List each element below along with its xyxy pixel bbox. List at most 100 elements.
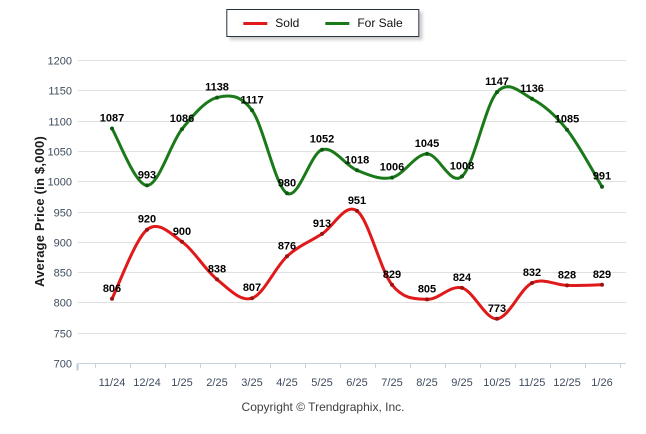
legend-swatch-for-sale-line bbox=[325, 21, 350, 25]
x-axis-labels: 11/24 12/24 1/25 2/25 3/25 4/25 5/25 6/25 7/25 8/… bbox=[99, 377, 613, 389]
data-point-label-for-sale: 1087 bbox=[100, 113, 124, 125]
x-tick-label: 2/25 bbox=[206, 377, 227, 389]
data-point-sold bbox=[390, 282, 394, 287]
x-tick-label: 1/25 bbox=[171, 377, 192, 389]
data-point-label-sold: 832 bbox=[523, 267, 541, 279]
data-point-label-for-sale: 980 bbox=[278, 177, 296, 189]
data-point-for-sale bbox=[460, 174, 464, 179]
series-labels-sold: 806 920 900 838 807 876 913 951 829 805 824 773 832 8… bbox=[103, 195, 611, 315]
data-point-for-sale bbox=[390, 175, 394, 180]
y-tick-label: 750 bbox=[54, 329, 72, 341]
data-point-for-sale bbox=[600, 184, 604, 189]
x-tick-label: 4/25 bbox=[276, 377, 297, 389]
data-point-label-for-sale: 993 bbox=[138, 169, 156, 181]
y-tick-label: 800 bbox=[54, 298, 72, 310]
y-tick-label: 1000 bbox=[48, 177, 72, 189]
data-point-label-sold: 900 bbox=[173, 226, 191, 238]
data-point-sold bbox=[285, 254, 289, 259]
x-tick-label: 8/25 bbox=[416, 377, 437, 389]
data-point-label-sold: 951 bbox=[348, 195, 366, 207]
data-point-sold bbox=[145, 227, 149, 232]
data-point-sold bbox=[320, 231, 324, 236]
data-point-for-sale bbox=[320, 147, 324, 152]
copyright-text: Copyright © Trendgraphix, Inc. bbox=[241, 400, 405, 414]
data-point-sold bbox=[355, 208, 359, 213]
data-point-label-for-sale: 1136 bbox=[520, 83, 544, 95]
data-point-sold bbox=[250, 296, 254, 301]
data-point-sold bbox=[180, 239, 184, 244]
data-point-label-sold: 828 bbox=[558, 269, 576, 281]
x-tick-label: 6/25 bbox=[346, 377, 367, 389]
data-point-label-sold: 829 bbox=[383, 269, 401, 281]
y-axis-title: Average Price (in $,000) bbox=[31, 135, 47, 288]
data-point-label-for-sale: 1138 bbox=[205, 82, 229, 94]
legend-swatch-sold-line bbox=[243, 21, 268, 25]
x-tick-label: 5/25 bbox=[311, 377, 332, 389]
data-point-label-sold: 913 bbox=[313, 218, 331, 230]
data-point-sold bbox=[565, 283, 569, 288]
data-point-sold bbox=[110, 296, 114, 301]
data-point-for-sale bbox=[180, 127, 184, 132]
legend-label-for-sale: For Sale bbox=[357, 16, 403, 30]
y-axis-title-wrap: Average Price (in $,000) bbox=[24, 60, 54, 363]
x-tick-label: 1/26 bbox=[591, 377, 612, 389]
data-point-for-sale bbox=[425, 151, 429, 156]
y-tick-label: 1050 bbox=[48, 147, 72, 159]
data-point-label-for-sale: 1117 bbox=[240, 94, 263, 106]
data-point-label-for-sale: 1052 bbox=[310, 134, 334, 146]
legend-item-for-sale: For Sale bbox=[325, 16, 403, 30]
data-point-label-sold: 920 bbox=[138, 214, 156, 226]
y-tick-label: 850 bbox=[54, 268, 72, 280]
series-line-for-sale bbox=[110, 85, 604, 196]
data-point-label-for-sale: 1008 bbox=[450, 160, 474, 172]
data-point-label-sold: 805 bbox=[418, 283, 436, 295]
legend-label-sold: Sold bbox=[275, 16, 300, 30]
y-tick-label: 900 bbox=[54, 238, 72, 250]
series-for-sale bbox=[110, 85, 604, 196]
data-point-for-sale bbox=[110, 126, 114, 131]
series-labels-for-sale: 1087 993 1086 1138 1117 980 1052 1018 1006 1045 10… bbox=[100, 76, 611, 189]
y-axis-labels: 700 750 800 850 900 950 1000 1050 1100 1150 1200 bbox=[48, 56, 72, 371]
y-tick-label: 1200 bbox=[48, 56, 72, 68]
data-point-label-for-sale: 1086 bbox=[170, 113, 194, 125]
x-axis bbox=[76, 363, 626, 371]
x-tick-label: 11/25 bbox=[519, 377, 546, 389]
data-point-for-sale bbox=[250, 108, 254, 113]
gridlines bbox=[78, 60, 626, 364]
data-point-sold bbox=[600, 282, 604, 287]
x-tick-label: 9/25 bbox=[451, 377, 472, 389]
x-tick-label: 3/25 bbox=[241, 377, 262, 389]
y-tick-label: 1150 bbox=[48, 86, 72, 98]
data-point-label-sold: 773 bbox=[488, 303, 506, 315]
x-tick-label: 11/24 bbox=[99, 377, 126, 389]
x-tick-label: 7/25 bbox=[381, 377, 402, 389]
data-point-label-for-sale: 1006 bbox=[380, 162, 404, 174]
data-point-label-for-sale: 1018 bbox=[345, 154, 369, 166]
x-tick-label: 12/25 bbox=[553, 377, 581, 389]
data-point-for-sale bbox=[565, 127, 569, 132]
data-point-sold bbox=[460, 285, 464, 290]
data-point-sold bbox=[495, 316, 499, 321]
data-point-sold bbox=[425, 297, 429, 302]
data-point-for-sale bbox=[530, 96, 534, 101]
data-point-sold bbox=[530, 281, 534, 285]
y-tick-label: 950 bbox=[54, 208, 72, 220]
data-point-label-for-sale: 1045 bbox=[415, 138, 439, 150]
y-tick-label: 700 bbox=[54, 359, 72, 371]
data-point-for-sale bbox=[215, 95, 219, 100]
data-point-label-for-sale: 1085 bbox=[555, 114, 579, 126]
data-point-label-sold: 824 bbox=[453, 272, 472, 284]
legend-item-sold: Sold bbox=[243, 16, 299, 30]
x-tick-label: 12/24 bbox=[133, 377, 161, 389]
data-point-label-sold: 876 bbox=[278, 240, 296, 252]
legend: Sold For Sale bbox=[226, 9, 420, 37]
series-sold bbox=[110, 207, 604, 321]
data-point-for-sale bbox=[355, 168, 359, 173]
data-point-for-sale bbox=[285, 191, 289, 196]
data-point-for-sale bbox=[495, 90, 499, 95]
data-point-for-sale bbox=[145, 183, 149, 188]
data-point-label-sold: 829 bbox=[593, 269, 611, 281]
x-tick-label: 10/25 bbox=[483, 377, 511, 389]
